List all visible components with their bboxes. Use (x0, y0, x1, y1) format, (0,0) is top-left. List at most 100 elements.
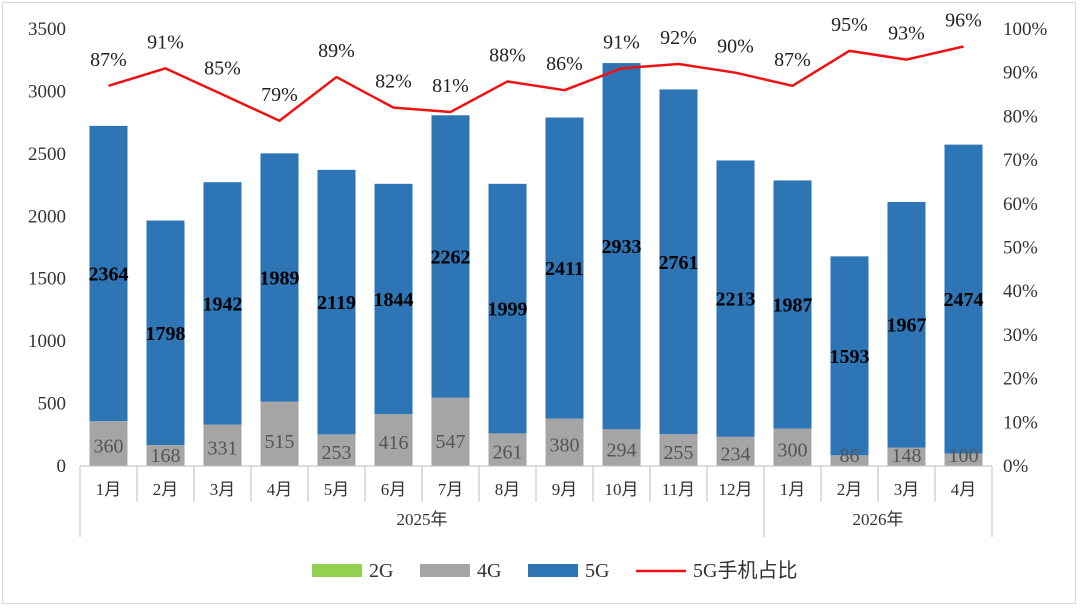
line-point-label: 93% (888, 23, 925, 45)
bar-4g (488, 433, 527, 466)
bar-label-4g: 168 (151, 445, 181, 467)
bar-4g (203, 424, 242, 466)
bar-label-5g: 1987 (773, 294, 813, 316)
x-tick-label: 4月 (951, 480, 977, 499)
line-point-label: 92% (660, 27, 697, 49)
bar-4g (260, 401, 299, 466)
bar-5g (260, 153, 299, 402)
y-right-tick-label: 10% (1003, 412, 1038, 433)
bar-4g (773, 428, 812, 466)
bar-5g (602, 63, 641, 430)
y-right-tick-label: 90% (1003, 63, 1038, 84)
bar-5g (545, 117, 584, 419)
line-point-label: 91% (603, 31, 640, 53)
bar-label-4g: 515 (265, 431, 295, 453)
y-right-tick-label: 60% (1003, 194, 1038, 215)
bar-4g (944, 453, 983, 466)
bar-5g (944, 144, 983, 454)
x-tick-label: 12月 (719, 480, 753, 499)
x-tick-label: 5月 (324, 480, 350, 499)
line-point-label: 95% (831, 14, 868, 36)
x-tick-label: 9月 (552, 480, 578, 499)
bar-label-5g: 2933 (602, 236, 642, 258)
y-left-tick-label: 3000 (28, 81, 66, 102)
y-left-tick-label: 3500 (28, 19, 66, 40)
line-point-label: 87% (774, 49, 811, 71)
y-right-tick-label: 0% (1003, 456, 1029, 477)
bar-4g (431, 397, 470, 466)
line-point-label: 79% (261, 84, 298, 106)
x-tick-label: 2月 (153, 480, 179, 499)
bar-label-4g: 261 (493, 442, 523, 464)
bar-label-5g: 1942 (203, 293, 243, 315)
bar-label-4g: 416 (379, 432, 409, 454)
bar-label-5g: 1844 (374, 289, 414, 311)
bar-4g (887, 447, 926, 466)
y-right-tick-label: 40% (1003, 281, 1038, 302)
line-point-label: 88% (489, 44, 526, 66)
y-right-tick-label: 100% (1003, 19, 1048, 40)
bar-4g (545, 418, 584, 466)
line-point-label: 81% (432, 75, 469, 97)
bar-label-5g: 2411 (545, 258, 584, 280)
bar-label-4g: 547 (436, 431, 466, 453)
y-right-tick-label: 30% (1003, 325, 1038, 346)
x-tick-label: 7月 (438, 480, 464, 499)
x-tick-label: 3月 (894, 480, 920, 499)
bar-label-4g: 253 (322, 442, 352, 464)
bar-label-5g: 2364 (89, 263, 129, 285)
bar-4g (374, 414, 413, 466)
legend-label: 5G手机占比 (693, 559, 797, 582)
x-tick-label: 1月 (96, 480, 122, 499)
line-point-label: 87% (90, 49, 127, 71)
bar-label-5g: 2262 (431, 246, 471, 268)
legend-swatch (312, 564, 362, 577)
line-point-label: 96% (945, 9, 982, 31)
bar-5g (146, 220, 185, 446)
y-left-tick-label: 1000 (28, 331, 66, 352)
x-tick-label: 11月 (662, 480, 695, 499)
x-tick-label: 2月 (837, 480, 863, 499)
bar-label-4g: 380 (550, 434, 580, 456)
bar-4g (146, 445, 185, 466)
bar-label-5g: 1989 (260, 268, 300, 290)
bar-label-5g: 1967 (887, 315, 927, 337)
line-point-label: 90% (717, 36, 754, 58)
y-left-tick-label: 2500 (28, 144, 66, 165)
bar-label-5g: 1593 (830, 346, 870, 368)
bar-label-5g: 2213 (716, 289, 756, 311)
bar-5g (830, 256, 869, 456)
y-left-tick-label: 1500 (28, 269, 66, 290)
bar-label-4g: 360 (94, 436, 124, 458)
legend-label: 5G (585, 560, 609, 582)
x-tick-label: 8月 (495, 480, 521, 499)
line-point-label: 86% (546, 53, 583, 75)
bar-label-5g: 1999 (488, 299, 528, 321)
x-group-label: 2026年 (853, 510, 904, 529)
legend-swatch (420, 564, 470, 577)
bar-label-4g: 86 (840, 445, 860, 467)
bar-5g (374, 183, 413, 415)
line-point-label: 91% (147, 31, 184, 53)
x-tick-label: 1月 (780, 480, 806, 499)
bar-label-5g: 2474 (944, 289, 984, 311)
bar-5g (89, 125, 128, 422)
bar-5g (659, 89, 698, 435)
x-tick-label: 6月 (381, 480, 407, 499)
y-right-tick-label: 70% (1003, 150, 1038, 171)
bar-4g (602, 429, 641, 466)
y-left-tick-label: 0 (57, 456, 67, 477)
line-point-label: 89% (318, 40, 355, 62)
bar-label-4g: 294 (607, 440, 637, 462)
y-left-tick-label: 500 (38, 394, 67, 415)
legend-swatch (528, 564, 578, 577)
bar-label-4g: 100 (949, 445, 979, 467)
x-tick-label: 10月 (605, 480, 639, 499)
bar-5g (317, 169, 356, 435)
bar-5g (431, 115, 470, 398)
bar-5g (716, 160, 755, 437)
y-right-tick-label: 80% (1003, 106, 1038, 127)
bar-5g (773, 180, 812, 429)
bar-4g (659, 434, 698, 466)
